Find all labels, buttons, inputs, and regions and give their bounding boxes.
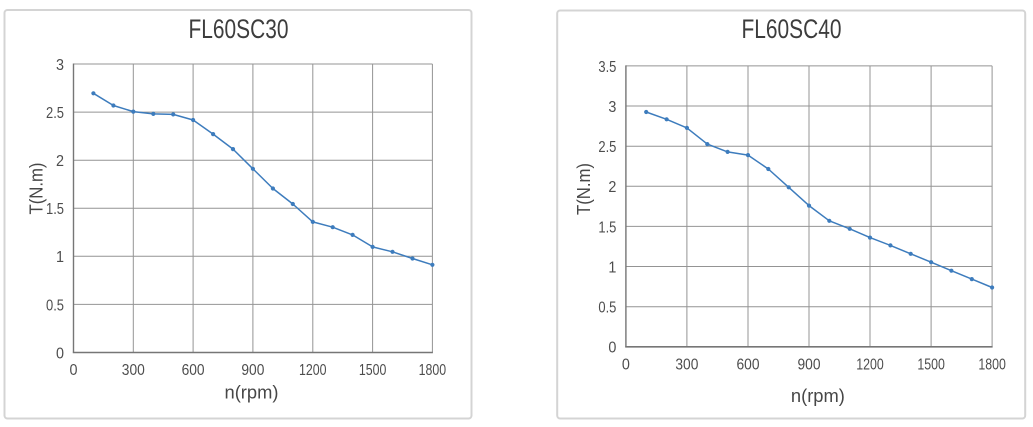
svg-text:n(rpm): n(rpm) [791, 386, 845, 406]
svg-text:600: 600 [182, 362, 205, 379]
svg-text:600: 600 [737, 356, 760, 373]
svg-text:3: 3 [56, 57, 64, 74]
svg-text:1800: 1800 [419, 362, 447, 379]
svg-text:300: 300 [675, 356, 698, 373]
svg-text:0: 0 [622, 356, 630, 373]
svg-text:300: 300 [122, 362, 145, 379]
svg-text:1: 1 [608, 259, 616, 276]
svg-text:2.5: 2.5 [598, 139, 616, 156]
svg-text:1500: 1500 [917, 356, 945, 373]
svg-text:2: 2 [608, 179, 616, 196]
svg-text:900: 900 [798, 356, 821, 373]
svg-text:1.5: 1.5 [46, 201, 64, 218]
svg-text:3.5: 3.5 [598, 59, 616, 76]
svg-text:900: 900 [241, 362, 264, 379]
svg-text:1500: 1500 [359, 362, 387, 379]
svg-text:1800: 1800 [978, 356, 1006, 373]
svg-text:0: 0 [608, 340, 616, 357]
svg-text:2: 2 [56, 153, 64, 170]
svg-text:T(N.m): T(N.m) [27, 163, 47, 215]
svg-text:1200: 1200 [856, 356, 884, 373]
svg-text:FL60SC40: FL60SC40 [742, 14, 842, 44]
svg-text:FL60SC30: FL60SC30 [189, 14, 289, 44]
svg-text:2.5: 2.5 [46, 105, 64, 122]
svg-text:3: 3 [608, 99, 616, 116]
svg-text:0: 0 [70, 362, 78, 379]
svg-text:T(N.m): T(N.m) [574, 163, 594, 215]
svg-text:1.5: 1.5 [598, 219, 616, 236]
svg-text:n(rpm): n(rpm) [225, 383, 279, 403]
svg-text:0.5: 0.5 [46, 297, 64, 314]
svg-text:1: 1 [56, 249, 64, 266]
svg-text:0: 0 [56, 345, 64, 362]
svg-text:1200: 1200 [299, 362, 327, 379]
svg-text:0.5: 0.5 [598, 300, 616, 317]
